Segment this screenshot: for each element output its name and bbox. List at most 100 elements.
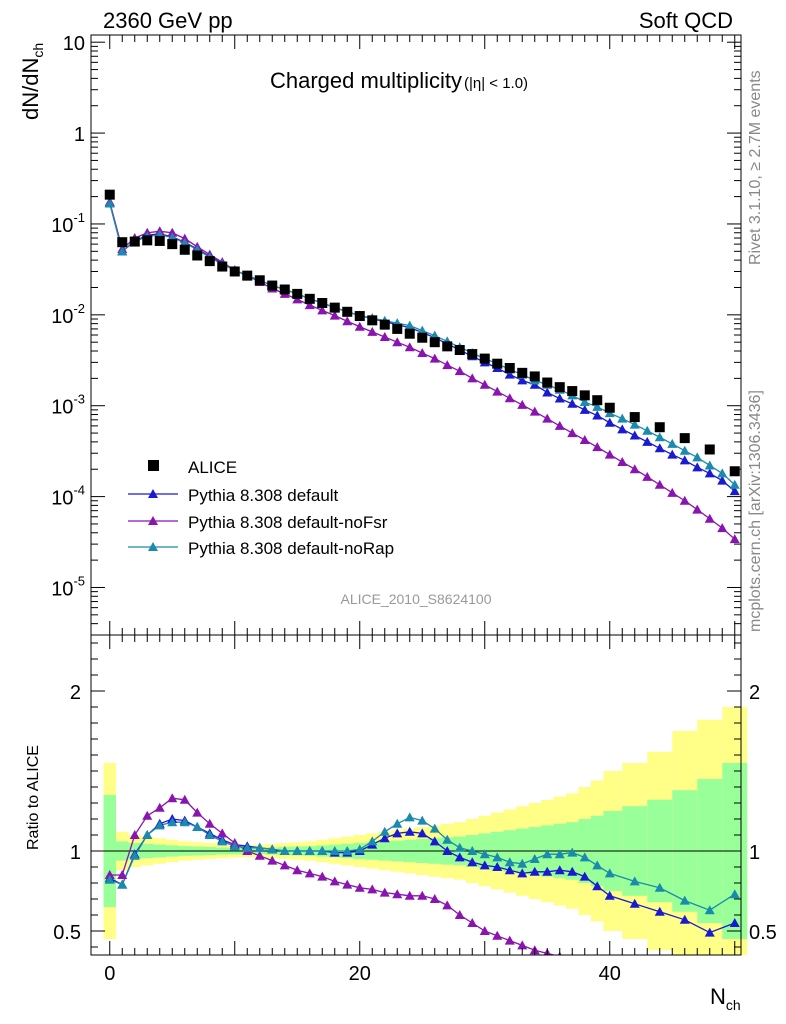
data-point-alice (104, 189, 115, 200)
ratio-y-tick-label-right: 2 (749, 682, 760, 704)
point-norap (704, 460, 715, 470)
data-point-alice (454, 345, 465, 356)
point-norap (729, 479, 740, 489)
data-point-alice (404, 328, 415, 339)
ratio-point-nofsr (342, 879, 353, 889)
ratio-point-norap (479, 849, 490, 859)
ratio-line-norap (109, 816, 736, 911)
data-point-alice (229, 266, 240, 277)
y-tick-exponent: -5 (73, 573, 85, 588)
ratio-point-nofsr (192, 807, 203, 817)
ratio-point-nofsr (392, 889, 403, 899)
ratio-point-norap (317, 846, 328, 855)
ratio-point-norap (629, 876, 640, 886)
point-nofsr (729, 534, 740, 544)
data-point-alice (154, 235, 165, 246)
point-default (704, 468, 715, 478)
point-norap (692, 452, 703, 462)
ratio-point-norap (254, 842, 265, 852)
ratio-point-nofsr (417, 890, 428, 900)
title-main: Charged multiplicity (270, 68, 462, 93)
y-tick-label: 10-3 (51, 392, 85, 419)
ratio-point-norap (267, 844, 278, 854)
data-point-alice (542, 377, 553, 388)
point-nofsr (717, 523, 728, 533)
data-point-alice (654, 422, 665, 433)
header-right: Soft QCD (639, 8, 733, 33)
ratio-point-norap (592, 860, 603, 870)
ratio-point-norap (242, 842, 253, 852)
x-tick-label: 40 (599, 963, 621, 985)
ratio-point-norap (279, 846, 290, 855)
y-tick-label: 10-1 (51, 210, 85, 237)
ratio-plot-panel: 2 2 1 1 0.5 0.5 0 20 40 Ratio to ALICE Nch (25, 634, 777, 1013)
point-nofsr (592, 442, 603, 452)
ratio-point-norap (229, 841, 240, 851)
point-nofsr (517, 399, 528, 409)
ratio-point-nofsr (655, 964, 665, 973)
point-norap (654, 432, 665, 442)
ratio-point-default (417, 828, 428, 838)
ratio-point-norap (392, 818, 403, 828)
legend-marker-alice (148, 460, 159, 471)
ratio-point-norap (492, 852, 503, 862)
y-tick-exponent: -2 (73, 301, 85, 316)
point-nofsr (479, 379, 490, 389)
ratio-point-norap (204, 830, 215, 839)
ratio-point-nofsr (680, 968, 690, 977)
point-norap (579, 396, 590, 406)
data-point-alice (354, 311, 365, 322)
data-point-alice (417, 332, 428, 343)
data-point-alice (129, 236, 140, 247)
point-nofsr (604, 449, 615, 459)
ratio-point-norap (554, 849, 565, 859)
point-nofsr (354, 321, 365, 331)
point-nofsr (304, 300, 315, 310)
ratio-point-default (517, 868, 528, 878)
data-point-alice (292, 288, 303, 299)
point-nofsr (367, 326, 378, 336)
legend: ALICE Pythia 8.308 default Pythia 8.308 de… (128, 458, 394, 558)
point-norap (404, 320, 415, 330)
ratio-point-default (392, 828, 403, 838)
ratio-point-norap (129, 850, 140, 860)
point-nofsr (579, 434, 590, 444)
ratio-point-norap (304, 846, 315, 855)
ratio-line-default (109, 818, 735, 934)
ratio-point-nofsr (329, 876, 340, 886)
point-nofsr (679, 495, 690, 505)
ratio-point-norap (654, 882, 665, 892)
data-point-alice (392, 323, 403, 334)
data-point-alice (679, 433, 690, 444)
ylabel-main: dN/dN (18, 58, 43, 120)
data-point-alice (629, 412, 640, 423)
ratio-point-default (554, 865, 565, 875)
ratio-plot-frame (90, 634, 742, 956)
ratio-point-nofsr (292, 865, 303, 875)
ratio-point-default (404, 826, 415, 836)
point-nofsr (617, 457, 628, 467)
ratio-point-nofsr (267, 855, 278, 865)
ratio-point-norap (329, 846, 340, 855)
data-point-alice (304, 293, 315, 304)
ratio-point-norap (529, 854, 540, 863)
ratio-point-nofsr (467, 918, 478, 927)
point-nofsr (567, 428, 578, 438)
ratio-line-nofsr (109, 797, 557, 955)
point-default (692, 462, 703, 472)
ratio-point-nofsr (454, 910, 465, 919)
point-nofsr (492, 386, 503, 396)
ratio-y-tick-label-right: 0.5 (749, 922, 777, 944)
point-nofsr (379, 332, 390, 342)
ratio-point-norap (542, 849, 553, 859)
ratio-point-nofsr (317, 871, 328, 881)
ratio-point-nofsr (167, 793, 178, 803)
ratio-point-norap (142, 830, 153, 839)
ratio-point-norap (442, 834, 453, 844)
point-nofsr (392, 337, 403, 347)
ratio-point-nofsr (379, 887, 390, 897)
ratio-y-tick-label-right: 1 (749, 842, 760, 864)
legend-marker-nofsr (148, 516, 158, 525)
point-nofsr (542, 413, 553, 423)
data-point-alice (342, 306, 353, 317)
